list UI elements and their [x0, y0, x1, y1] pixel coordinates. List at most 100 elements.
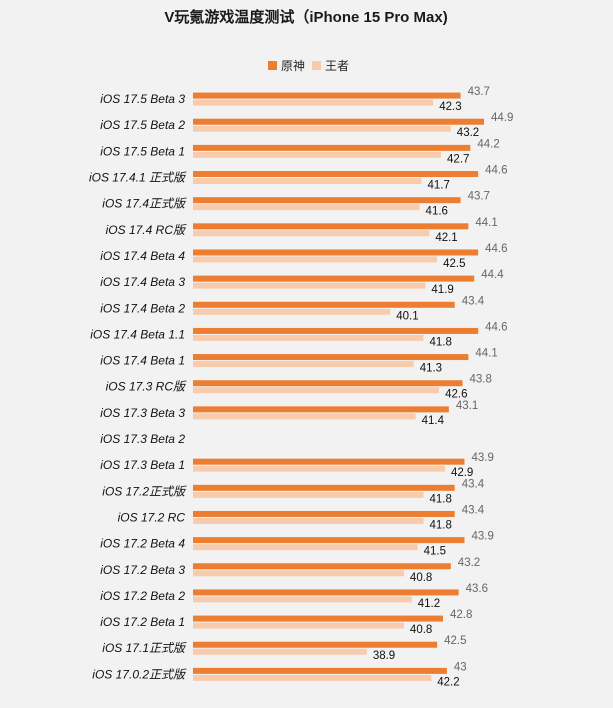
category-label: iOS 17.4 Beta 3	[100, 275, 185, 289]
category-label: iOS 17.3 Beta 2	[100, 432, 185, 446]
data-label-honor-of-kings: 41.8	[429, 519, 451, 531]
bar-genshin	[193, 380, 463, 387]
data-label-genshin: 43.4	[462, 295, 485, 307]
category-label: iOS 17.4正式版	[102, 197, 187, 211]
chart-title: V玩氪游戏温度测试（iPhone 15 Pro Max)	[164, 8, 447, 26]
category-label: iOS 17.5 Beta 2	[100, 118, 185, 132]
bar-genshin	[193, 197, 461, 204]
bar-honor-of-kings	[193, 387, 440, 394]
data-label-genshin: 42.5	[444, 635, 466, 647]
data-label-honor-of-kings: 40.1	[396, 310, 418, 322]
data-label-genshin: 44.6	[485, 321, 507, 333]
data-label-genshin: 43.9	[471, 531, 493, 543]
data-label-honor-of-kings: 40.8	[410, 572, 432, 584]
plot-area: iOS 17.5 Beta 3 43.7 42.3 iOS 17.5 Beta 2 44…	[89, 86, 513, 688]
bar-genshin	[193, 667, 447, 674]
data-label-genshin: 43.8	[470, 374, 492, 386]
data-label-honor-of-kings: 40.8	[410, 624, 432, 636]
category-label: iOS 17.4 Beta 4	[100, 249, 185, 263]
bar-honor-of-kings	[193, 674, 432, 681]
category-label: iOS 17.3 RC版	[106, 380, 187, 394]
data-label-genshin: 43.1	[456, 400, 478, 412]
data-label-genshin: 43.7	[468, 191, 490, 203]
bar-genshin	[193, 144, 471, 151]
category-label: iOS 17.2 Beta 4	[100, 537, 185, 551]
data-label-honor-of-kings: 41.2	[418, 598, 440, 610]
bar-genshin	[193, 92, 461, 99]
data-label-honor-of-kings: 41.8	[429, 493, 451, 505]
data-label-genshin: 44.6	[485, 165, 507, 177]
data-label-honor-of-kings: 41.5	[424, 546, 446, 558]
legend-label-honor-of-kings: 王者	[325, 59, 349, 73]
legend-swatch-genshin	[268, 61, 277, 70]
bar-honor-of-kings	[193, 256, 438, 263]
bar-honor-of-kings	[193, 596, 412, 603]
bar-genshin	[193, 537, 465, 544]
data-label-honor-of-kings: 41.4	[422, 415, 445, 427]
bar-genshin	[193, 171, 479, 178]
data-label-honor-of-kings: 42.5	[443, 258, 465, 270]
bar-honor-of-kings	[193, 151, 442, 158]
bar-genshin	[193, 354, 469, 361]
data-label-honor-of-kings: 43.2	[457, 127, 479, 139]
bar-honor-of-kings	[193, 622, 404, 629]
bar-honor-of-kings	[193, 125, 451, 132]
bar-honor-of-kings	[193, 178, 422, 185]
data-label-honor-of-kings: 41.9	[431, 284, 453, 296]
data-label-genshin: 44.9	[491, 112, 513, 124]
data-label-honor-of-kings: 41.8	[429, 336, 451, 348]
category-label: iOS 17.4 RC版	[106, 223, 187, 237]
data-label-honor-of-kings: 41.3	[420, 363, 442, 375]
bar-genshin	[193, 563, 451, 570]
data-label-genshin: 44.2	[477, 138, 499, 150]
bar-genshin	[193, 301, 455, 308]
bar-genshin	[193, 458, 465, 465]
data-label-honor-of-kings: 38.9	[373, 650, 395, 662]
bar-honor-of-kings	[193, 570, 404, 577]
legend-swatch-honor-of-kings	[312, 61, 321, 70]
category-label: iOS 17.2 Beta 2	[100, 589, 185, 603]
bar-genshin	[193, 249, 479, 256]
data-label-genshin: 44.1	[475, 217, 497, 229]
data-label-genshin: 42.8	[450, 609, 472, 621]
bar-honor-of-kings	[193, 465, 445, 472]
data-label-genshin: 44.1	[475, 348, 497, 360]
category-label: iOS 17.5 Beta 1	[100, 144, 185, 158]
category-label: iOS 17.3 Beta 1	[100, 458, 185, 472]
category-label: iOS 17.3 Beta 3	[100, 406, 185, 420]
data-label-genshin: 43.2	[458, 557, 480, 569]
bar-honor-of-kings	[193, 517, 424, 524]
category-label: iOS 17.4 Beta 1	[100, 354, 185, 368]
bar-genshin	[193, 406, 449, 413]
data-label-honor-of-kings: 42.6	[445, 389, 467, 401]
bar-genshin	[193, 615, 443, 622]
bar-genshin	[193, 510, 455, 517]
data-label-honor-of-kings: 42.2	[437, 676, 459, 688]
data-label-genshin: 43.7	[468, 86, 490, 98]
bar-honor-of-kings	[193, 308, 391, 315]
bar-honor-of-kings	[193, 282, 426, 289]
bar-honor-of-kings	[193, 204, 420, 211]
bar-genshin	[193, 118, 484, 125]
bar-honor-of-kings	[193, 491, 424, 498]
data-label-genshin: 44.4	[481, 269, 504, 281]
category-label: iOS 17.0.2正式版	[92, 667, 187, 681]
data-label-genshin: 43	[454, 661, 467, 673]
data-label-genshin: 43.6	[466, 583, 488, 595]
bar-honor-of-kings	[193, 230, 430, 237]
legend: 原神 王者	[268, 59, 349, 73]
data-label-honor-of-kings: 41.6	[426, 206, 448, 218]
bar-genshin	[193, 641, 438, 648]
bar-genshin	[193, 223, 469, 230]
category-label: iOS 17.5 Beta 3	[100, 92, 185, 106]
category-label: iOS 17.4 Beta 1.1	[90, 327, 185, 341]
category-label: iOS 17.2 Beta 3	[100, 563, 185, 577]
bar-genshin	[193, 275, 475, 282]
bar-honor-of-kings	[193, 334, 424, 341]
bar-honor-of-kings	[193, 361, 414, 368]
bar-honor-of-kings	[193, 648, 367, 655]
data-label-honor-of-kings: 42.7	[447, 153, 469, 165]
bar-genshin	[193, 484, 455, 491]
category-label: iOS 17.4.1 正式版	[89, 171, 187, 185]
